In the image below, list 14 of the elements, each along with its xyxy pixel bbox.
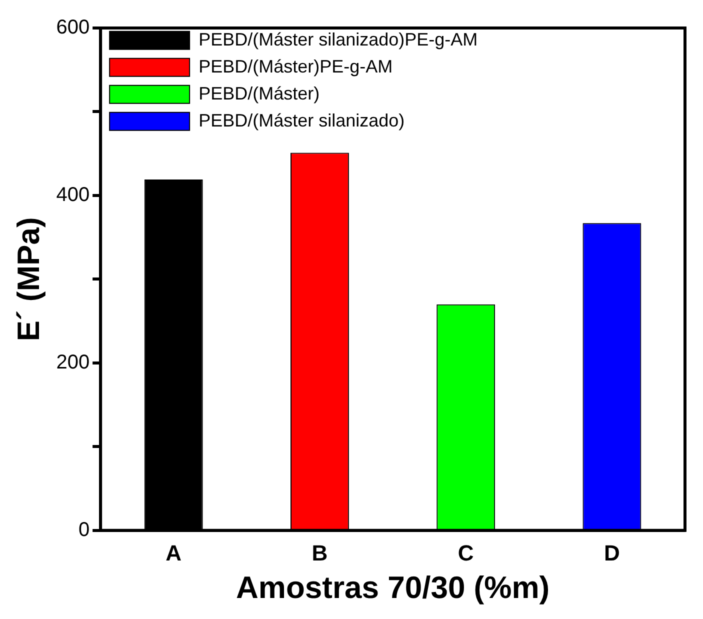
y-tick-label: 600 xyxy=(56,16,90,39)
legend-label: PEBD/(Máster silanizado)PE-g-AM xyxy=(198,29,478,50)
x-axis-title: Amostras 70/30 (%m) xyxy=(236,570,550,605)
legend-label: PEBD/(Máster)PE-g-AM xyxy=(198,56,393,76)
legend-label: PEBD/(Máster) xyxy=(198,83,320,104)
y-axis-title: E´ (MPa) xyxy=(11,217,46,342)
x-tick-label: B xyxy=(312,540,328,566)
y-tick-label: 400 xyxy=(56,184,90,206)
x-tick-label: D xyxy=(604,540,620,566)
y-tick-label: 200 xyxy=(56,351,90,374)
legend-label: PEBD/(Máster silanizado) xyxy=(198,110,405,130)
x-tick-label: C xyxy=(458,540,474,566)
x-tick-label: A xyxy=(166,540,182,566)
y-tick-label: 0 xyxy=(78,518,90,541)
